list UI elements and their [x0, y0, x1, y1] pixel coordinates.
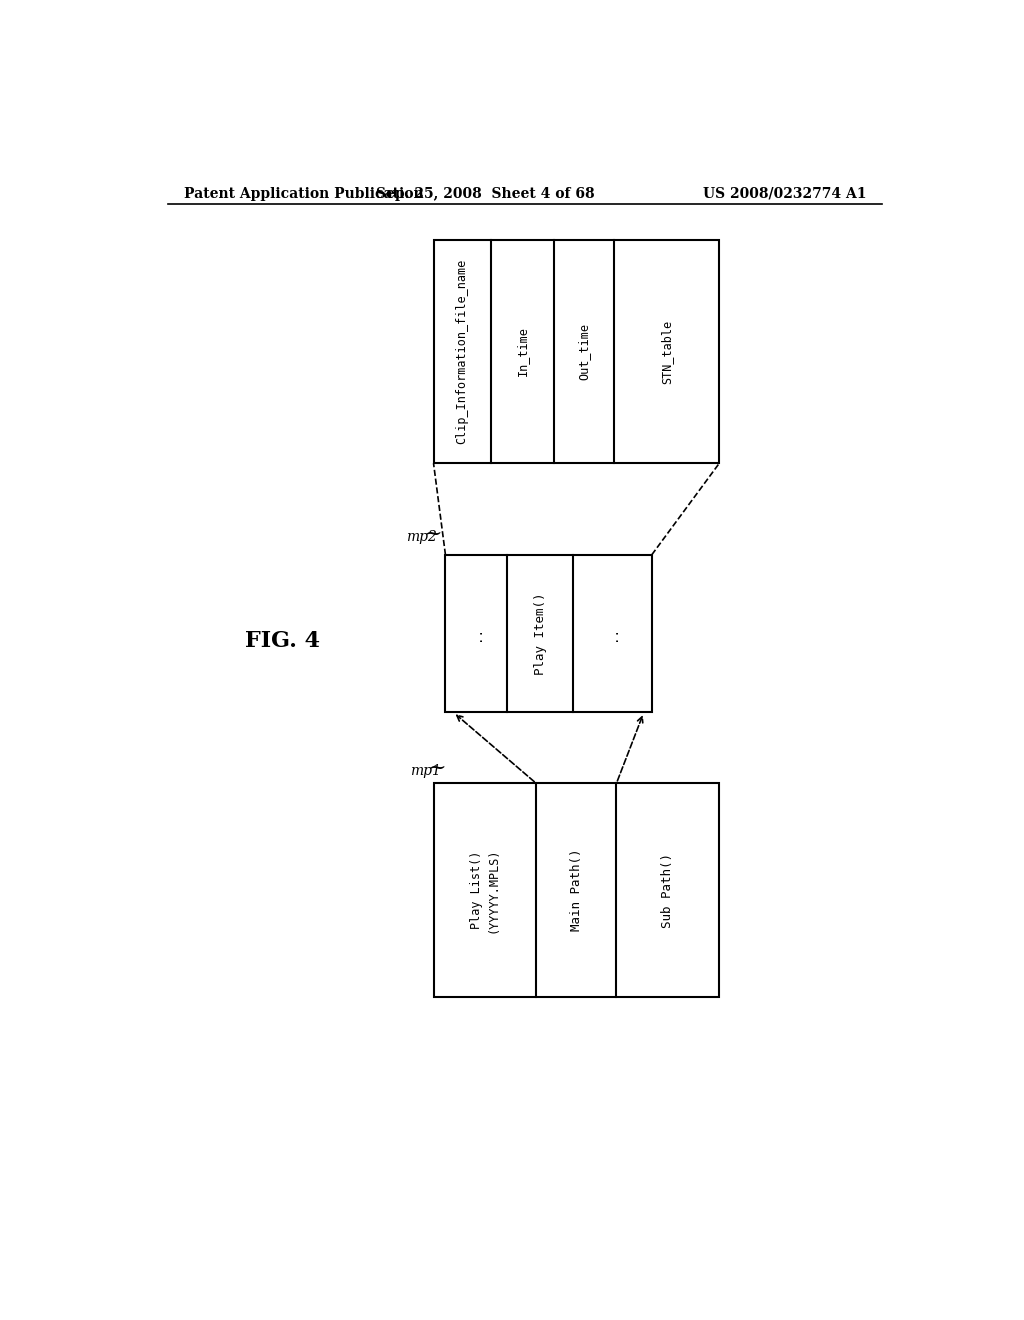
Text: ~: ~ [428, 758, 446, 779]
Text: STN_table: STN_table [659, 319, 673, 384]
Text: FIG. 4: FIG. 4 [246, 630, 321, 652]
Text: Sub Path(): Sub Path() [662, 853, 675, 928]
Bar [445, 554, 652, 713]
Text: US 2008/0232774 A1: US 2008/0232774 A1 [702, 187, 866, 201]
Text: Sep. 25, 2008  Sheet 4 of 68: Sep. 25, 2008 Sheet 4 of 68 [376, 187, 595, 201]
Text: ..: .. [470, 626, 483, 642]
Text: mp1: mp1 [410, 764, 440, 779]
Text: Out_time: Out_time [578, 323, 590, 380]
Text: mp2: mp2 [406, 529, 436, 544]
Bar [433, 240, 719, 463]
Text: Clip_Information_file_name: Clip_Information_file_name [456, 259, 469, 444]
Text: Play Item(): Play Item() [534, 593, 547, 675]
Text: ~: ~ [424, 523, 442, 544]
Text: Play List()
(YYYYY.MPLS): Play List() (YYYYY.MPLS) [470, 847, 500, 933]
Text: ..: .. [606, 626, 620, 642]
Bar [433, 784, 719, 997]
Text: Patent Application Publication: Patent Application Publication [183, 187, 423, 201]
Text: In_time: In_time [516, 326, 528, 376]
Text: Main Path(): Main Path() [570, 849, 583, 932]
